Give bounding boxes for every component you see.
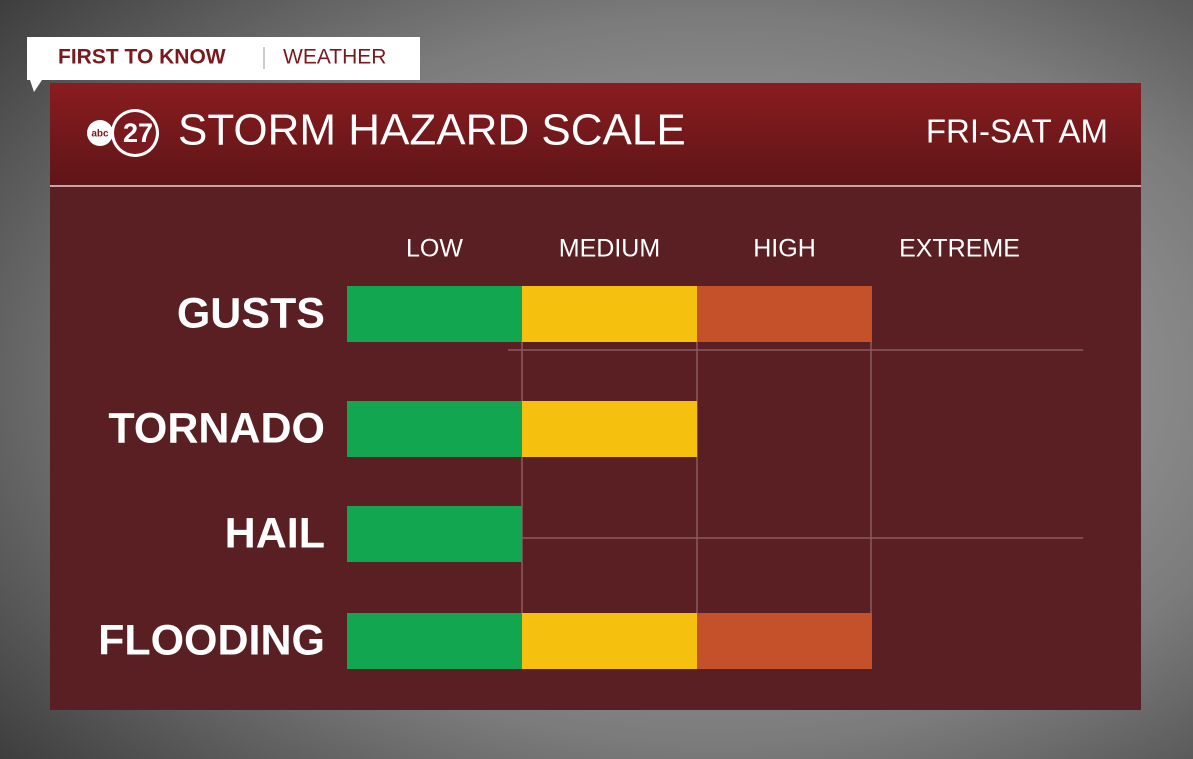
section: WEATHER: [283, 46, 386, 69]
logo-channel: 27: [123, 118, 153, 148]
category-label: TORNADO: [108, 404, 325, 452]
chart-title: STORM HAZARD SCALE: [178, 106, 686, 155]
tab: [27, 37, 420, 92]
category-label: HAIL: [225, 509, 325, 557]
logo-abc-disc: [87, 120, 113, 146]
logo-disc: [114, 112, 156, 154]
panel: [50, 83, 1141, 710]
level-label: LOW: [406, 235, 463, 263]
level-label: EXTREME: [899, 235, 1020, 263]
hazard-bar: [347, 286, 872, 342]
level-label: MEDIUM: [559, 235, 660, 263]
brand: FIRST TO KNOW: [58, 46, 226, 69]
panel-header: [50, 83, 1141, 185]
chart-subtitle: FRI-SAT AM: [926, 113, 1108, 150]
category-label: FLOODING: [98, 616, 325, 664]
level-label: HIGH: [753, 235, 816, 263]
hazard-bar: [347, 506, 522, 562]
hazard-bar: [347, 401, 697, 457]
logo-network: abc: [91, 129, 109, 140]
hazard-bar: [347, 613, 872, 669]
category-label: GUSTS: [177, 289, 325, 337]
